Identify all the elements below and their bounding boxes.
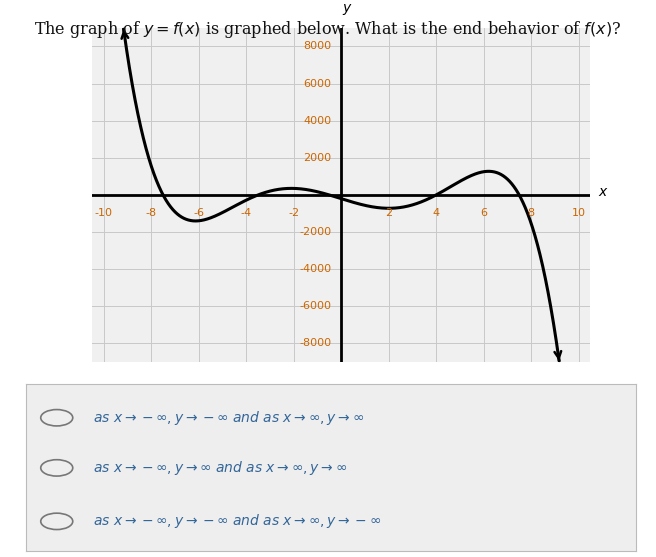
Text: as $x \to -\infty, y \to -\infty$ and as $x \to \infty, y \to \infty$: as $x \to -\infty, y \to -\infty$ and as…	[93, 409, 365, 427]
Text: as $x \to -\infty, y \to \infty$ and as $x \to \infty, y \to \infty$: as $x \to -\infty, y \to \infty$ and as …	[93, 459, 348, 477]
Text: as $x \to -\infty, y \to -\infty$ and as $x \to \infty, y \to -\infty$: as $x \to -\infty, y \to -\infty$ and as…	[93, 512, 382, 530]
Text: 6: 6	[480, 208, 487, 218]
Text: 4000: 4000	[304, 116, 332, 126]
Text: 6000: 6000	[304, 79, 332, 89]
Text: $y$: $y$	[342, 2, 352, 17]
Text: 8: 8	[527, 208, 535, 218]
Text: -2000: -2000	[300, 227, 332, 237]
Text: -8: -8	[146, 208, 157, 218]
Text: 2000: 2000	[304, 153, 332, 163]
Text: 8000: 8000	[304, 41, 332, 51]
Text: The graph of $y = f(x)$ is graphed below. What is the end behavior of $f(x)$?: The graph of $y = f(x)$ is graphed below…	[34, 19, 622, 41]
Text: -8000: -8000	[300, 339, 332, 349]
Text: 2: 2	[385, 208, 392, 218]
Text: 10: 10	[571, 208, 586, 218]
Text: -4000: -4000	[300, 264, 332, 274]
Text: -6: -6	[193, 208, 204, 218]
Text: 4: 4	[432, 208, 440, 218]
Text: -10: -10	[94, 208, 113, 218]
Text: -6000: -6000	[300, 301, 332, 311]
Text: $x$: $x$	[598, 185, 608, 199]
Text: -2: -2	[288, 208, 299, 218]
Text: -4: -4	[241, 208, 252, 218]
